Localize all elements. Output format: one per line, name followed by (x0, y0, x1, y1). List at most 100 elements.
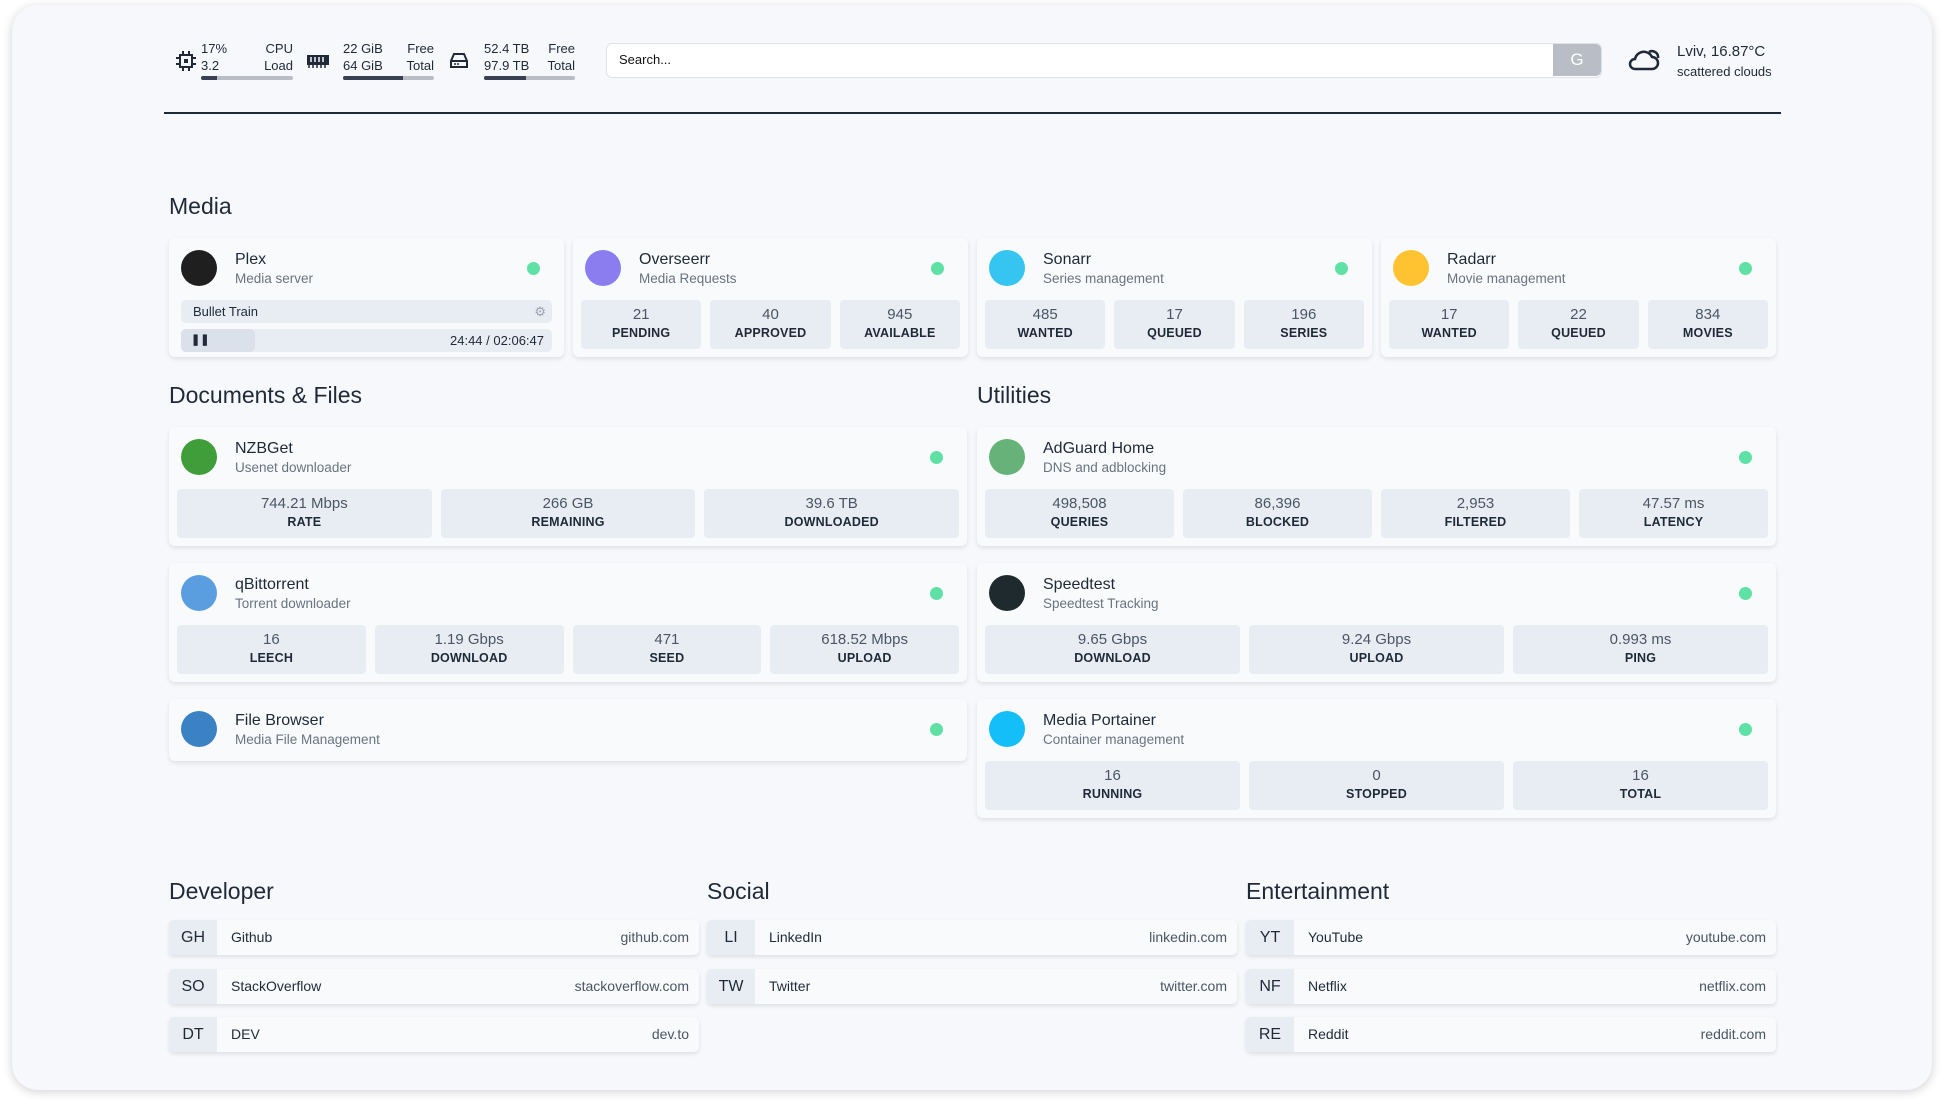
stat-value: 9.65 Gbps (1077, 631, 1148, 648)
memory-bar (343, 76, 434, 80)
memory-total: 64 GiB (343, 58, 383, 73)
cpu-label: CPU (265, 41, 293, 56)
cpu-percent: 17% (201, 41, 228, 56)
disk-icon (450, 53, 468, 68)
memory-free: 22 GiB (343, 41, 383, 56)
playback-time: 24:44 / 02:06:47 (450, 329, 544, 352)
dashboard-window (12, 5, 1932, 1090)
service-card-plex[interactable]: Plex Media server Bullet Train ⚙ ❚❚ 24:44 / 0… (169, 238, 564, 357)
stat-label: QUEUED (1551, 326, 1606, 340)
stat-label: MOVIES (1682, 326, 1733, 340)
service-stats: 9.65 Gbps DOWNLOAD 9.24 Gbps UPLOAD 0.993 ms… (985, 625, 1768, 674)
service-name[interactable]: File Browser (235, 712, 324, 729)
service-description: Series management (1043, 271, 1164, 286)
service-stats: 16 LEECH 1.19 Gbps DOWNLOAD 471 SEED 618.52 Mb… (177, 625, 959, 674)
bookmark-stackoverflow[interactable]: SO StackOverflow stackoverflow.com (169, 968, 699, 1004)
stat-value: 196 (1291, 306, 1317, 323)
search-google-button[interactable]: G (1553, 44, 1601, 76)
now-playing-title: Bullet Train (193, 304, 259, 319)
service-card-nzbget[interactable]: NZBGet Usenet downloader 744.21 Mbps RATE 26… (169, 427, 967, 546)
stat-label: QUEUED (1147, 326, 1202, 340)
service-card-qbittorrent[interactable]: qBittorrent Torrent downloader 16 LEECH 1.19… (169, 563, 967, 682)
search-input[interactable]: Search... G (606, 43, 1602, 78)
service-name[interactable]: Speedtest (1043, 576, 1116, 593)
stat-series: 196 SERIES (1243, 300, 1364, 349)
status-indicator (931, 262, 944, 275)
bookmark-linkedin[interactable]: LI LinkedIn linkedin.com (707, 920, 1237, 955)
service-stats: 498,508 QUERIES 86,396 BLOCKED 2,953 FILTERED… (985, 489, 1768, 538)
stat-download: 9.65 Gbps DOWNLOAD (985, 625, 1240, 674)
stat-label: WANTED (1421, 326, 1477, 340)
stat-value: 40 (762, 306, 779, 323)
bookmark-name: Github (231, 929, 273, 945)
bookmark-url: twitter.com (1160, 977, 1227, 994)
stat-label: REMAINING (531, 515, 605, 529)
service-description: Media File Management (235, 732, 380, 747)
service-name[interactable]: Overseerr (639, 251, 711, 268)
settings-icon[interactable]: ⚙ (534, 304, 546, 319)
bookmark-name: YouTube (1308, 929, 1364, 945)
bookmark-netflix[interactable]: NF Netflix netflix.com (1246, 968, 1776, 1004)
usage-fill (201, 76, 217, 80)
bookmark-github[interactable]: GH Github github.com (169, 920, 699, 955)
service-stats: 21 PENDING 40 APPROVED 945 AVAILABLE (581, 300, 960, 349)
service-card-file-browser[interactable]: File Browser Media File Management (169, 699, 967, 761)
service-card-sonarr[interactable]: Sonarr Series management 485 WANTED 17 QUEUED… (977, 238, 1372, 357)
service-card-adguard-home[interactable]: AdGuard Home DNS and adblocking 498,508 QUE… (977, 427, 1776, 546)
stat-label: SEED (649, 651, 685, 665)
load-label: Load (264, 58, 293, 73)
service-name[interactable]: Sonarr (1043, 251, 1092, 268)
bookmark-url: netflix.com (1699, 977, 1766, 994)
service-name[interactable]: NZBGet (235, 440, 293, 457)
service-name[interactable]: Radarr (1447, 251, 1496, 268)
bookmark-name: Reddit (1308, 1026, 1349, 1042)
stat-available: 945 AVAILABLE (839, 300, 960, 349)
bookmark-reddit[interactable]: RE Reddit reddit.com (1246, 1017, 1776, 1052)
plex-icon (181, 250, 217, 286)
service-description: Movie management (1447, 271, 1566, 286)
service-name[interactable]: AdGuard Home (1043, 440, 1155, 457)
stat-label: PING (1624, 651, 1657, 665)
stat-value: 21 (632, 306, 650, 323)
service-name[interactable]: qBittorrent (235, 576, 309, 593)
filebrowser-icon (181, 711, 217, 747)
bookmark-youtube[interactable]: YT YouTube youtube.com (1246, 920, 1776, 955)
service-description: Speedtest Tracking (1043, 596, 1159, 611)
stat-label: RATE (287, 515, 322, 529)
stat-value: 498,508 (1052, 495, 1107, 512)
service-card-speedtest[interactable]: Speedtest Speedtest Tracking 9.65 Gbps DOWN… (977, 563, 1776, 682)
bookmark-url: linkedin.com (1149, 929, 1227, 945)
service-card-radarr[interactable]: Radarr Movie management 17 WANTED 22 QUEUED 83… (1381, 238, 1776, 357)
memory-widget: 22 GiB Free 64 GiB Total (307, 40, 434, 84)
stat-queries: 498,508 QUERIES (985, 489, 1174, 538)
status-indicator (527, 262, 540, 275)
cpu-load: 3.2 (201, 58, 220, 73)
service-card-overseerr[interactable]: Overseerr Media Requests 21 PENDING 40 APPROV… (573, 238, 968, 357)
service-name[interactable]: Media Portainer (1043, 712, 1156, 729)
stat-filtered: 2,953 FILTERED (1381, 489, 1570, 538)
pause-icon[interactable]: ❚❚ (191, 334, 210, 346)
stat-label: LATENCY (1643, 515, 1704, 529)
bookmark-url: reddit.com (1700, 1026, 1766, 1042)
speedtest-icon (989, 575, 1025, 611)
stat-upload: 9.24 Gbps UPLOAD (1249, 625, 1504, 674)
service-name[interactable]: Plex (235, 251, 267, 268)
stat-latency: 47.57 ms LATENCY (1579, 489, 1768, 538)
search-placeholder: Search... (619, 52, 672, 67)
playback-progress[interactable]: ❚❚ 24:44 / 02:06:47 (181, 329, 552, 352)
stat-value: 471 (654, 631, 680, 648)
service-card-media-portainer[interactable]: Media Portainer Container management 16 RUN… (977, 699, 1776, 818)
bookmark-dev[interactable]: DT DEV dev.to (169, 1017, 699, 1052)
bookmark-url: youtube.com (1685, 929, 1766, 945)
stat-download: 1.19 Gbps DOWNLOAD (374, 625, 564, 674)
stat-upload: 618.52 Mbps UPLOAD (770, 625, 959, 674)
stat-seed: 471 SEED (572, 625, 762, 674)
cpu-icon (176, 51, 196, 71)
adguard-shield-icon (989, 439, 1025, 475)
playback-duration: 02:06:47 (493, 333, 544, 348)
disk-widget: 52.4 TB Free 97.9 TB Total (448, 40, 575, 84)
progress-fill (181, 329, 256, 352)
stat-total: 16 TOTAL (1513, 761, 1768, 810)
bookmark-twitter[interactable]: TW Twitter twitter.com (707, 968, 1237, 1004)
nzbget-icon (181, 439, 217, 475)
